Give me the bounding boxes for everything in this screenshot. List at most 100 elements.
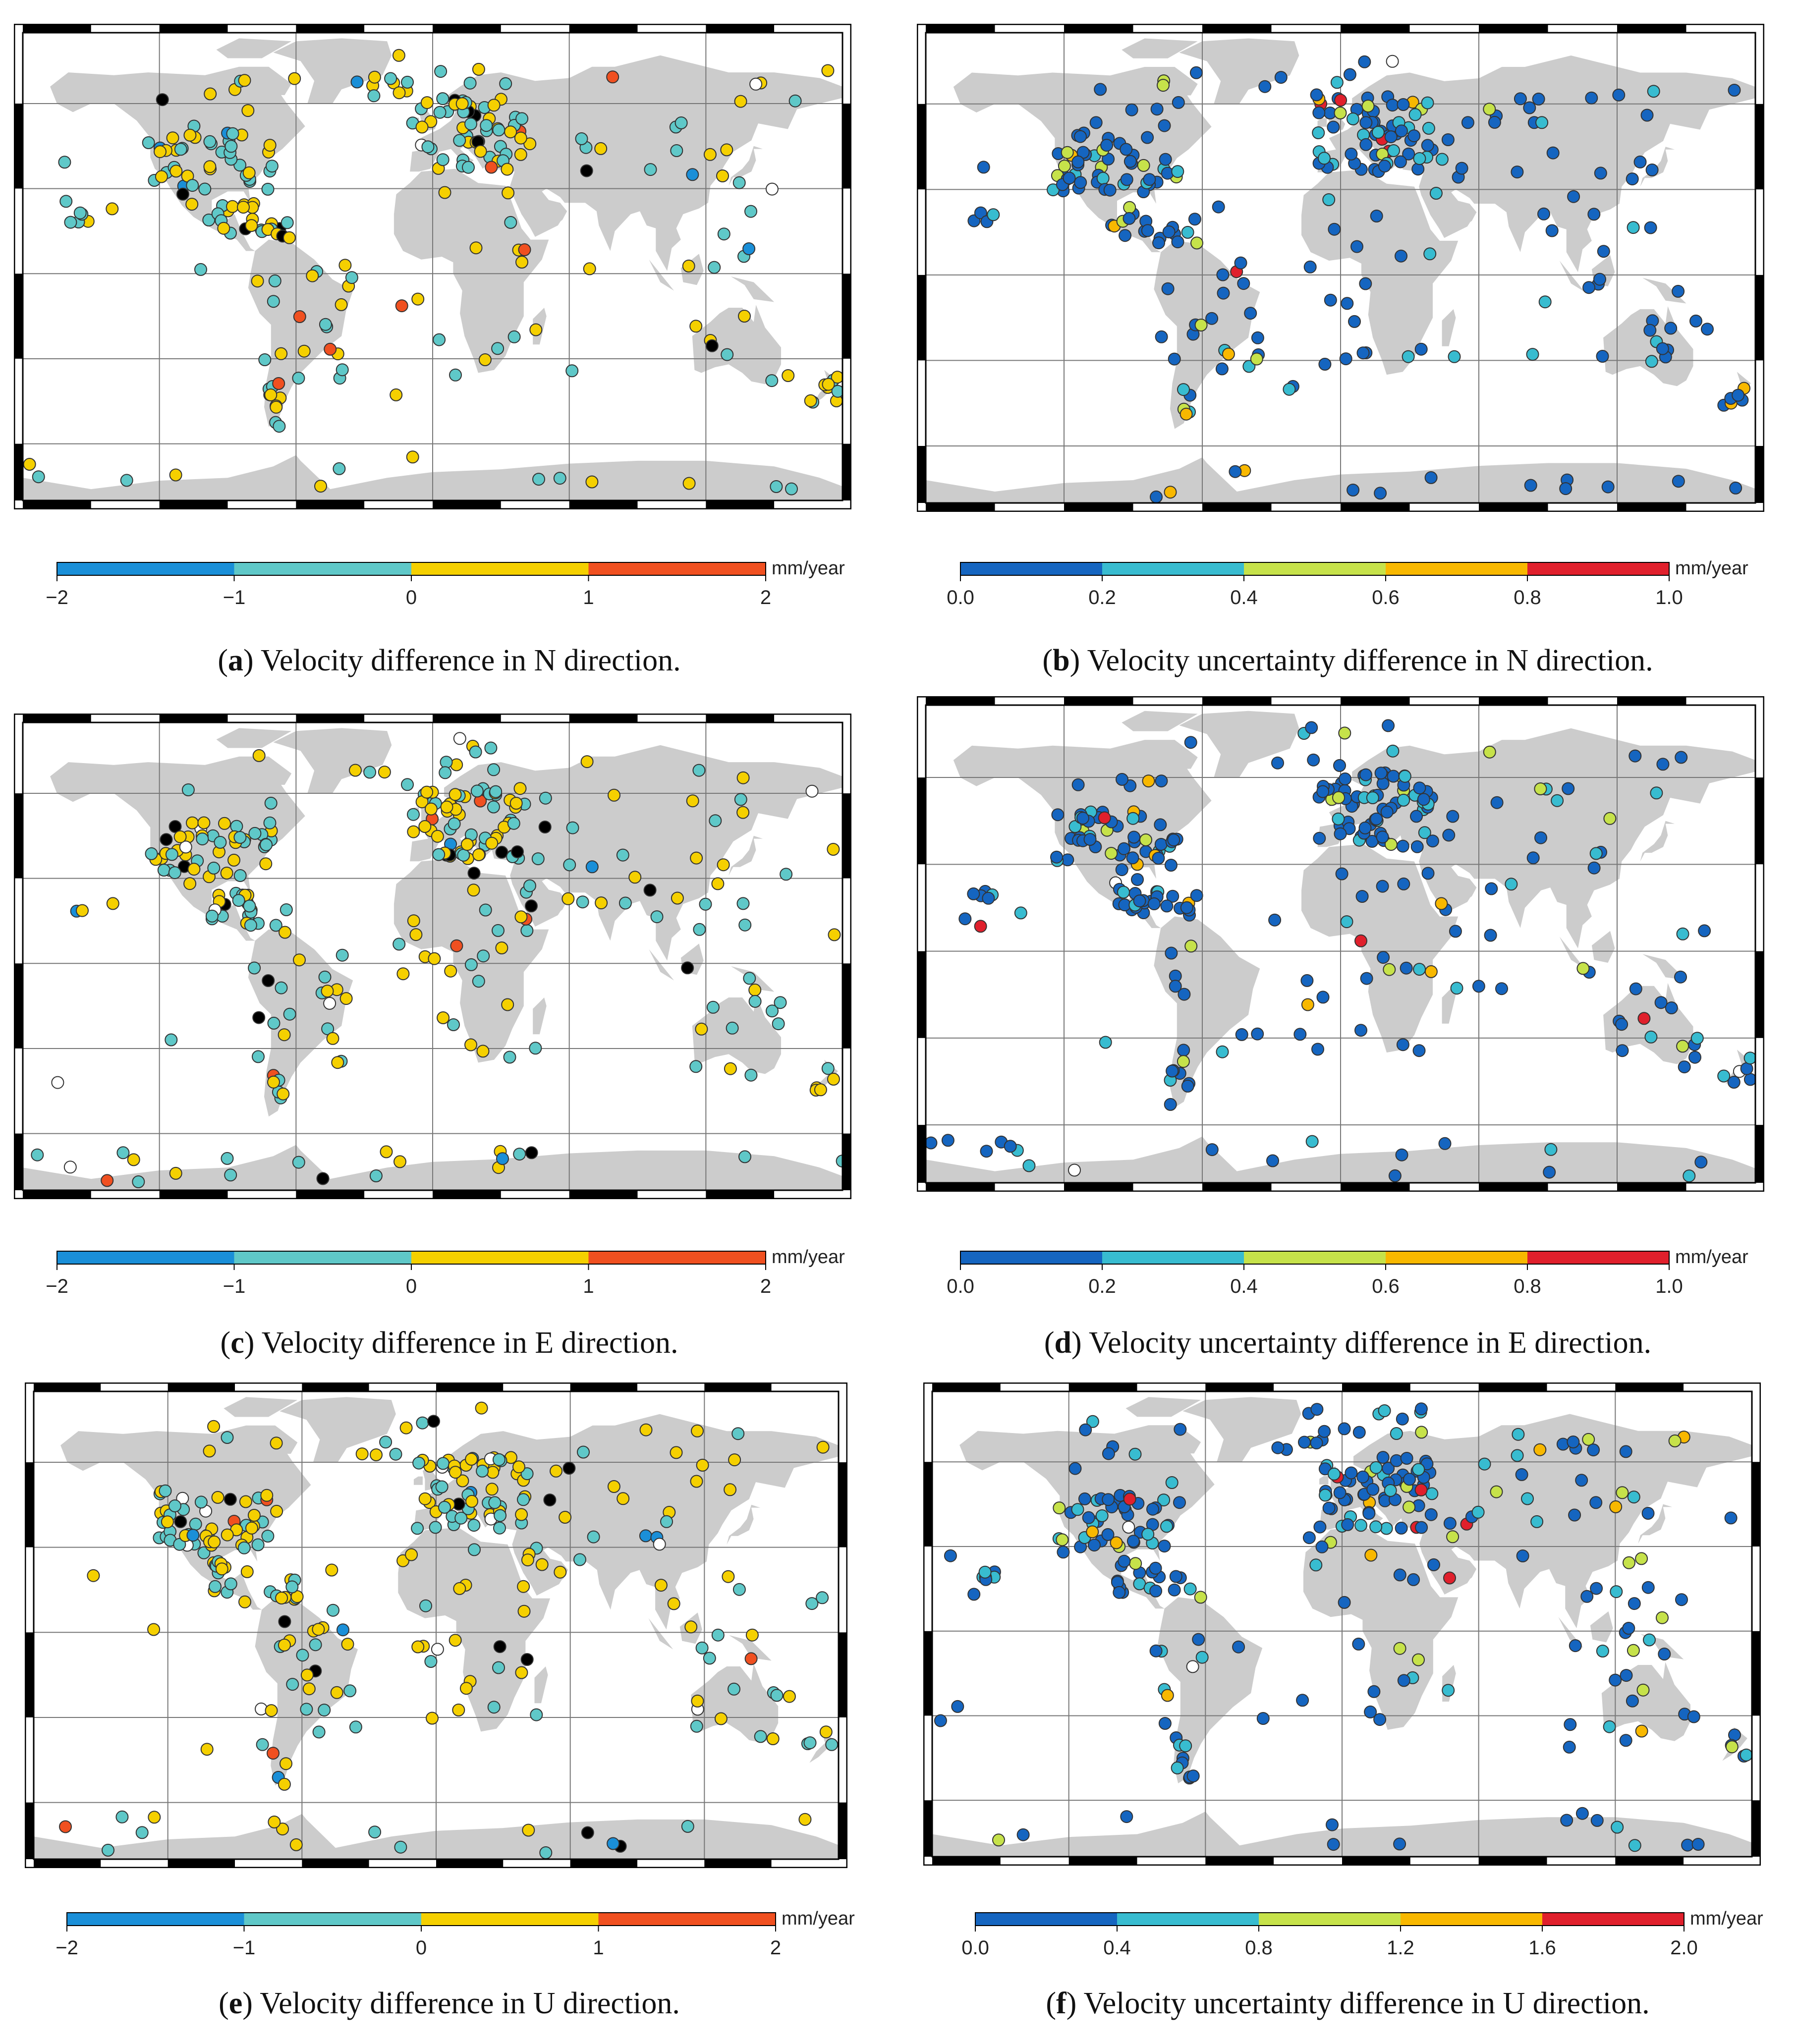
station-marker-teal bbox=[173, 1538, 186, 1551]
map-frame bbox=[14, 24, 851, 509]
station-marker-navy bbox=[1251, 331, 1264, 344]
frame-band bbox=[296, 1190, 365, 1199]
landmass-japan bbox=[1640, 821, 1675, 862]
station-marker-yellow bbox=[452, 1704, 465, 1716]
station-marker-teal bbox=[233, 831, 247, 844]
station-marker-teal bbox=[587, 1530, 600, 1544]
station-marker-teal bbox=[464, 958, 478, 971]
station-marker-lime bbox=[1582, 1433, 1595, 1446]
station-marker-lime bbox=[1490, 1485, 1503, 1498]
frame-band bbox=[503, 1382, 570, 1391]
station-marker-navy bbox=[1180, 901, 1193, 914]
graticule bbox=[23, 33, 842, 500]
station-marker-teal bbox=[821, 1062, 835, 1075]
panel-c: −2 −1 0 1 2 mm/year (c) Velocity difference i… bbox=[0, 681, 898, 1363]
station-marker-navy bbox=[1152, 236, 1165, 250]
frame-band bbox=[774, 1190, 842, 1199]
station-marker-cyan bbox=[1397, 793, 1410, 807]
frame-band bbox=[637, 24, 706, 33]
station-marker-yellow bbox=[331, 1056, 344, 1069]
station-marker-navy bbox=[1629, 749, 1642, 763]
station-marker-navy bbox=[1413, 781, 1426, 795]
station-marker-cyan bbox=[1022, 1159, 1036, 1172]
landmass-indonesia bbox=[649, 259, 674, 291]
station-marker-navy bbox=[1149, 1584, 1163, 1598]
colorbar-border bbox=[975, 1912, 1685, 1926]
station-marker-navy bbox=[1488, 115, 1501, 129]
station-marker-navy bbox=[1160, 899, 1174, 913]
frame-band bbox=[1341, 696, 1410, 705]
station-marker-navy bbox=[1341, 1518, 1354, 1531]
colorbar-tick-label: 1 bbox=[583, 587, 594, 608]
station-marker-navy bbox=[1370, 210, 1383, 222]
station-marker-black bbox=[581, 1826, 594, 1839]
station-marker-yellow bbox=[325, 1563, 338, 1577]
frame-band bbox=[923, 1631, 932, 1716]
station-marker-yellow bbox=[485, 836, 499, 850]
station-marker-teal bbox=[479, 903, 492, 917]
frame-band bbox=[917, 275, 926, 361]
frame-band bbox=[926, 696, 995, 705]
frame-band bbox=[1478, 1382, 1547, 1391]
station-marker-orange bbox=[1364, 1548, 1378, 1562]
caption-text: Velocity uncertainty difference in U dir… bbox=[1083, 1987, 1650, 2020]
station-marker-cyan bbox=[1644, 1030, 1658, 1044]
station-marker-navy bbox=[1426, 834, 1439, 848]
colorbar-segment bbox=[244, 1913, 421, 1926]
station-marker-navy bbox=[1515, 1468, 1528, 1481]
station-marker-teal bbox=[260, 838, 273, 851]
station-marker-navy bbox=[1626, 172, 1639, 186]
station-marker-black bbox=[252, 1011, 266, 1024]
station-marker-teal bbox=[468, 1543, 481, 1556]
station-marker-cyan bbox=[1117, 885, 1130, 899]
station-marker-navy bbox=[1569, 1639, 1582, 1653]
station-marker-navy bbox=[1324, 293, 1337, 307]
colorbar-tick-label: −2 bbox=[46, 1275, 68, 1297]
station-marker-teal bbox=[363, 766, 377, 779]
station-marker-yellow bbox=[278, 1777, 291, 1791]
station-marker-yellow bbox=[535, 1558, 549, 1571]
station-marker-yellow bbox=[251, 275, 264, 288]
frame-band bbox=[433, 500, 501, 509]
station-marker-navy bbox=[1438, 1137, 1452, 1150]
frame-band bbox=[1202, 24, 1272, 33]
frame-inner bbox=[925, 32, 1756, 504]
station-marker-teal bbox=[275, 981, 288, 994]
station-marker-yellow bbox=[314, 480, 327, 493]
station-marker-lime bbox=[1184, 939, 1198, 953]
stations bbox=[23, 49, 844, 496]
station-marker-blue bbox=[607, 1837, 620, 1850]
station-marker-navy bbox=[1516, 1549, 1529, 1562]
landmass-eurasia bbox=[410, 55, 842, 271]
station-marker-navy bbox=[1414, 342, 1428, 356]
frame-band bbox=[25, 1632, 34, 1717]
station-marker-cyan bbox=[1423, 247, 1437, 261]
station-marker-teal bbox=[438, 1500, 451, 1514]
station-marker-teal bbox=[248, 961, 261, 975]
station-marker-teal bbox=[273, 420, 286, 433]
station-marker-teal bbox=[209, 1580, 222, 1593]
station-marker-navy bbox=[1103, 183, 1117, 197]
station-marker-yellow bbox=[396, 967, 410, 981]
station-marker-cyan bbox=[1413, 963, 1426, 976]
colorbar-tick-label: 1 bbox=[593, 1937, 604, 1959]
colorbar-tick-label: 1 bbox=[583, 1275, 594, 1297]
station-marker-navy bbox=[1071, 778, 1085, 791]
station-marker-yellow bbox=[275, 347, 288, 360]
station-marker-navy bbox=[1590, 1814, 1604, 1827]
station-marker-teal bbox=[788, 94, 802, 108]
station-marker-yellow bbox=[161, 1515, 174, 1529]
station-marker-teal bbox=[487, 763, 501, 776]
station-marker-navy bbox=[1316, 991, 1330, 1004]
station-marker-teal bbox=[744, 1068, 758, 1082]
frame-band bbox=[1548, 696, 1617, 705]
colorbar-e: −2 −1 0 1 2 mm/year bbox=[56, 1908, 870, 1967]
station-marker-teal bbox=[803, 1736, 817, 1750]
station-marker-white bbox=[51, 1076, 64, 1089]
station-marker-teal bbox=[732, 1583, 746, 1596]
station-marker-navy bbox=[1629, 982, 1642, 995]
station-marker-yellow bbox=[722, 1570, 735, 1583]
frame-band bbox=[1755, 360, 1764, 446]
station-marker-orange bbox=[1086, 1525, 1099, 1539]
landmass-greenland bbox=[1179, 711, 1299, 778]
